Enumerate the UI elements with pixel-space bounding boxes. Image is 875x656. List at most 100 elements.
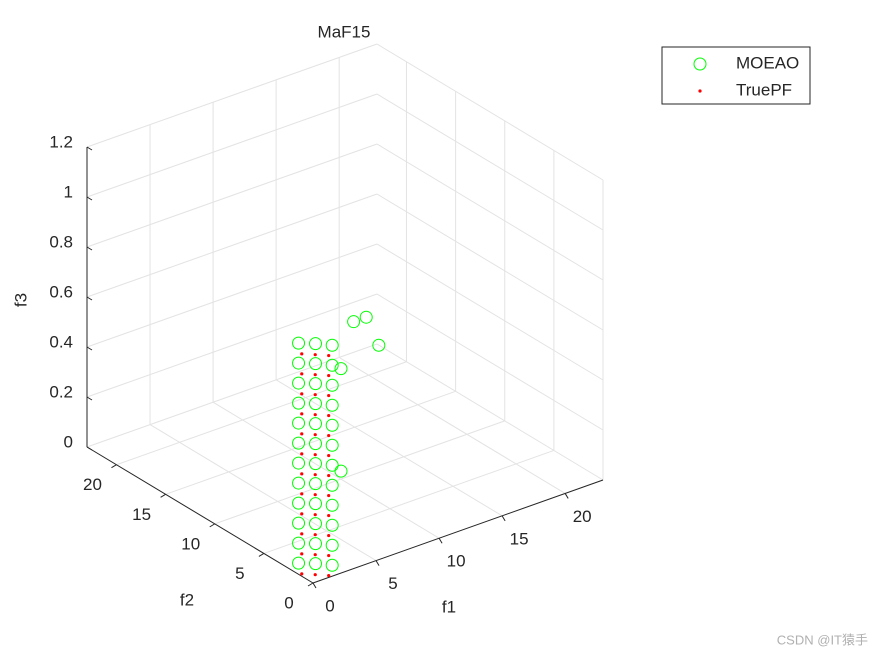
data-point — [300, 512, 304, 516]
data-point — [334, 362, 348, 376]
data-point — [313, 473, 317, 477]
y-tick-label: 15 — [132, 505, 151, 524]
x-tick-label: 0 — [325, 596, 334, 615]
grid-line — [376, 193, 604, 331]
grid-line — [86, 143, 378, 248]
data-point — [309, 557, 323, 571]
z-tick-label: 0 — [64, 432, 73, 451]
grid-line — [376, 293, 604, 431]
grid-line — [149, 424, 377, 562]
data-point — [292, 476, 306, 490]
data-point — [300, 532, 304, 536]
y-tick-label: 0 — [284, 593, 293, 612]
data-point — [327, 493, 331, 498]
data-point — [313, 413, 317, 417]
x-tick — [312, 582, 317, 589]
data-point — [325, 478, 339, 492]
x-axis — [312, 479, 604, 584]
data-point — [327, 573, 331, 578]
legend-label: MOEAO — [736, 53, 799, 72]
data-point — [325, 338, 339, 352]
x-tick — [438, 537, 443, 544]
grid-line — [116, 361, 407, 466]
data-point — [325, 358, 339, 372]
data-point — [309, 517, 323, 531]
data-point — [292, 416, 306, 430]
data-point — [372, 338, 386, 352]
data-point — [325, 398, 339, 412]
x-tick-label: 15 — [510, 529, 529, 548]
chart-title: MaF15 — [318, 22, 371, 41]
data-point — [300, 572, 304, 576]
legend-label: TruePF — [736, 80, 792, 99]
data-point — [313, 453, 317, 457]
grid-line — [86, 193, 378, 298]
data-point — [292, 356, 306, 370]
data-point — [313, 553, 317, 557]
grid-line — [86, 43, 378, 148]
z-tick — [86, 346, 93, 351]
y-tick-label: 20 — [83, 475, 102, 494]
data-point — [325, 438, 339, 452]
data-point — [327, 513, 331, 518]
z-tick-label: 1.2 — [49, 132, 73, 151]
grid-line — [376, 243, 604, 381]
grid-line — [275, 379, 503, 517]
z-tick — [86, 296, 93, 301]
data-point — [309, 377, 323, 391]
data-point — [300, 412, 304, 416]
grid-line — [263, 449, 555, 554]
data-point — [325, 458, 339, 472]
y-tick-label: 5 — [235, 564, 244, 583]
grid-line — [338, 357, 566, 494]
data-point — [300, 352, 304, 356]
data-point — [325, 378, 339, 392]
z-tick — [86, 246, 93, 251]
grid-line — [376, 43, 604, 181]
legend-marker — [698, 89, 702, 93]
data-point — [292, 376, 306, 390]
data-point — [292, 456, 306, 470]
data-point — [309, 397, 323, 411]
data-point — [334, 464, 348, 478]
z-tick-label: 0.4 — [49, 332, 73, 351]
data-point — [309, 337, 323, 351]
data-point — [347, 315, 361, 329]
y-tick — [258, 553, 265, 557]
data-point — [300, 392, 304, 396]
data-point — [309, 357, 323, 371]
grid-line — [376, 143, 604, 281]
data-point — [313, 513, 317, 517]
data-point — [313, 433, 317, 437]
data-point — [327, 553, 331, 558]
data-point — [309, 537, 323, 551]
data-point — [292, 536, 306, 550]
data-point — [327, 453, 331, 458]
data-point — [292, 496, 306, 510]
data-point — [300, 472, 304, 476]
y-axis-label: f2 — [180, 590, 194, 609]
data-point — [359, 310, 373, 324]
z-tick-label: 0.6 — [49, 282, 73, 301]
data-point — [325, 418, 339, 432]
z-tick-label: 1 — [64, 182, 73, 201]
x-tick-label: 5 — [388, 574, 397, 593]
data-point — [325, 558, 339, 572]
data-point — [327, 373, 331, 378]
x-axis-label: f1 — [442, 597, 456, 616]
data-point — [327, 433, 331, 438]
x-tick — [501, 515, 506, 522]
y-axis — [86, 446, 314, 584]
data-point — [309, 497, 323, 511]
grid-line — [376, 93, 604, 231]
y-tick — [307, 582, 314, 587]
data-point — [327, 533, 331, 538]
grid-line — [86, 243, 378, 348]
y-tick — [111, 464, 117, 469]
data-point — [313, 533, 317, 537]
data-point — [300, 372, 304, 376]
data-point — [292, 516, 306, 530]
data-point — [313, 373, 317, 377]
